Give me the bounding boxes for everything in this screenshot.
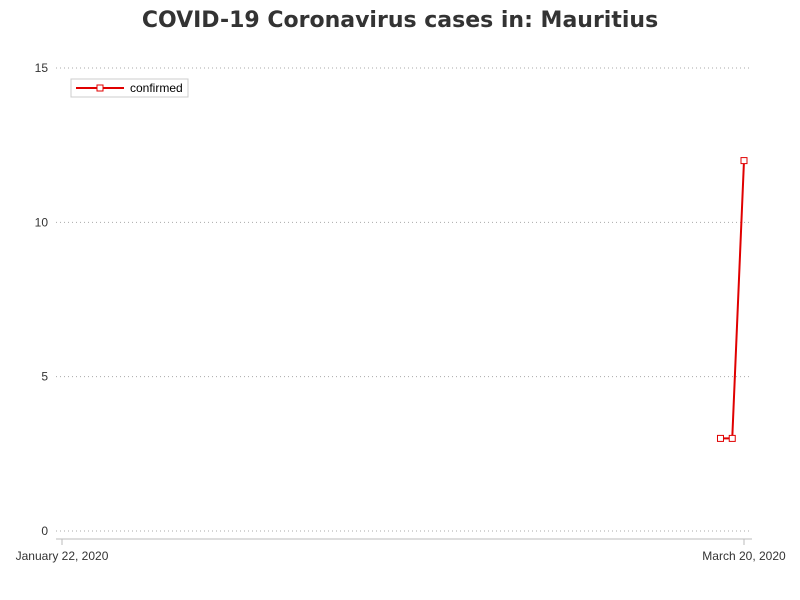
legend: confirmed <box>70 78 189 98</box>
x-tick-label: January 22, 2020 <box>16 549 109 563</box>
series-line-confirmed <box>720 160 745 440</box>
series-layer <box>716 157 748 442</box>
data-point <box>728 434 736 442</box>
y-tick-label: 10 <box>35 215 49 229</box>
y-tick-label: 15 <box>35 61 49 75</box>
legend-swatch-marker <box>96 84 104 92</box>
x-tick-label: March 20, 2020 <box>702 549 786 563</box>
axes: 0 5 10 15 January 22, 2020 March 20, 2020 <box>16 61 786 563</box>
legend-box <box>70 78 189 98</box>
data-point <box>716 434 724 442</box>
data-point <box>740 157 748 165</box>
gridlines <box>56 67 752 532</box>
y-tick-label: 0 <box>41 524 48 538</box>
chart-title: COVID-19 Coronavirus cases in: Mauritius <box>141 8 659 33</box>
legend-label: confirmed <box>130 81 183 95</box>
y-tick-label: 5 <box>41 370 48 384</box>
